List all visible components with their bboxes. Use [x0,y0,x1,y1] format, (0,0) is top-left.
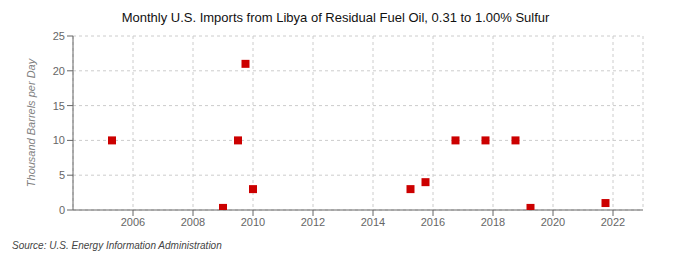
svg-text:Thousand Barrels per Day: Thousand Barrels per Day [25,57,37,187]
svg-text:15: 15 [53,100,65,112]
svg-text:20: 20 [53,65,65,77]
html-text:Source: U.S. Energy Informatio: Source: U.S. Energy Information Administ… [12,240,222,251]
svg-text:0: 0 [59,204,65,216]
svg-text:2022: 2022 [601,216,625,228]
svg-text:5: 5 [59,169,65,181]
svg-text:2018: 2018 [481,216,505,228]
svg-text:2016: 2016 [421,216,445,228]
svg-text:2006: 2006 [121,216,145,228]
svg-text:10: 10 [53,134,65,146]
svg-text:2008: 2008 [181,216,205,228]
svg-text:2020: 2020 [541,216,565,228]
html-text:Monthly U.S. Imports from Liby: Monthly U.S. Imports from Libya of Resid… [121,10,550,25]
svg-text:2014: 2014 [361,216,385,228]
svg-text:2010: 2010 [241,216,265,228]
svg-text:2012: 2012 [301,216,325,228]
svg-text:25: 25 [53,30,65,42]
